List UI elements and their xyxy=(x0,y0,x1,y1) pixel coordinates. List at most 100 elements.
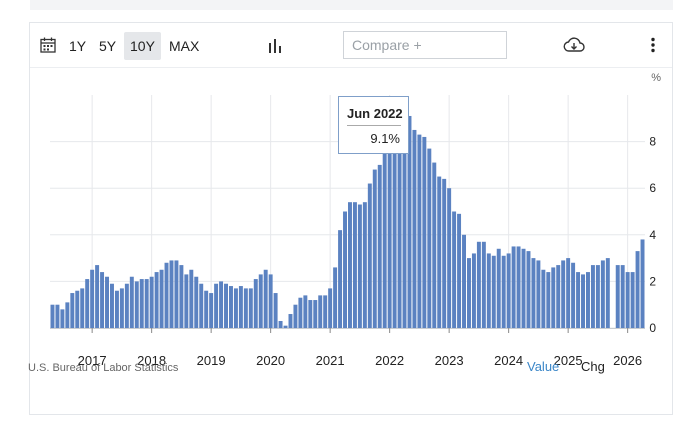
data-bar xyxy=(630,272,635,328)
data-bar xyxy=(367,183,372,328)
data-bar xyxy=(154,272,159,328)
data-bar xyxy=(491,255,496,328)
data-bar xyxy=(278,321,283,328)
data-bar xyxy=(258,274,263,328)
data-bar xyxy=(541,269,546,328)
range-1y-button[interactable]: 1Y xyxy=(69,38,87,54)
data-bar xyxy=(288,314,293,328)
data-bar xyxy=(640,239,645,328)
data-bar xyxy=(476,241,481,328)
data-bar xyxy=(452,211,457,328)
x-tick-label: 2023 xyxy=(435,353,464,368)
x-tick-label: 2022 xyxy=(375,353,404,368)
data-bar xyxy=(348,202,352,328)
chg-toggle[interactable]: Chg xyxy=(581,359,605,374)
data-bar xyxy=(427,148,432,328)
data-bar xyxy=(442,178,447,328)
data-bar xyxy=(298,297,303,328)
data-bar xyxy=(496,248,501,328)
x-tick-label: 2026 xyxy=(613,353,642,368)
data-bar xyxy=(263,269,268,328)
data-bar xyxy=(199,283,204,328)
x-tick-label: 2020 xyxy=(256,353,285,368)
data-bar xyxy=(214,283,219,328)
data-bar xyxy=(357,204,362,328)
data-bar xyxy=(50,304,55,328)
data-bar xyxy=(303,295,308,328)
data-bar xyxy=(571,262,576,328)
data-bar xyxy=(437,176,442,328)
data-bar xyxy=(511,246,516,328)
data-bar xyxy=(318,295,323,328)
tooltip-underline xyxy=(347,125,401,126)
toolbar-divider xyxy=(30,67,672,68)
data-bar xyxy=(397,134,402,328)
value-toggle[interactable]: Value xyxy=(527,359,560,374)
calendar-icon[interactable] xyxy=(40,37,56,53)
data-bar xyxy=(620,265,625,328)
data-bar xyxy=(179,265,184,328)
data-bar xyxy=(486,253,491,328)
data-bar xyxy=(605,258,610,328)
data-bar xyxy=(105,276,109,328)
more-vertical-icon[interactable] xyxy=(650,37,656,53)
data-bar xyxy=(204,290,209,328)
data-bar xyxy=(447,188,452,328)
data-bar xyxy=(432,162,437,328)
range-5y-button[interactable]: 5Y xyxy=(99,38,117,54)
y-unit-label: % xyxy=(651,72,661,84)
data-bar xyxy=(209,293,214,328)
data-bar xyxy=(313,300,318,328)
data-bar xyxy=(352,202,357,328)
data-bar xyxy=(422,136,427,328)
data-bar xyxy=(576,272,581,328)
data-bar xyxy=(243,288,248,328)
data-bar xyxy=(114,290,119,328)
chart-tooltip: Jun 2022 9.1% xyxy=(338,96,409,154)
data-bar xyxy=(467,258,471,328)
data-bar xyxy=(194,276,199,328)
data-bar xyxy=(382,153,387,328)
data-bar xyxy=(174,260,179,328)
range-10y-button[interactable]: 10Y xyxy=(124,32,161,60)
source-label: U.S. Bureau of Labor Statistics xyxy=(28,362,179,374)
data-bar xyxy=(625,272,630,328)
data-bar xyxy=(333,267,338,328)
data-bar xyxy=(248,288,253,328)
data-bar xyxy=(95,265,100,328)
data-bar xyxy=(402,127,407,329)
data-bar xyxy=(219,281,224,328)
data-bar xyxy=(60,309,65,328)
y-tick-label: 6 xyxy=(649,181,656,195)
x-tick-label: 2024 xyxy=(494,353,523,368)
compare-input[interactable] xyxy=(344,32,502,58)
data-bar xyxy=(343,211,347,328)
data-bar xyxy=(75,290,80,328)
data-bar xyxy=(169,260,174,328)
data-bar xyxy=(481,241,486,328)
data-bar xyxy=(164,262,169,328)
data-bar xyxy=(283,325,288,328)
tooltip-date: Jun 2022 xyxy=(347,106,403,121)
data-bar xyxy=(55,304,60,328)
data-bar xyxy=(516,246,521,328)
data-bar xyxy=(526,251,531,328)
data-bar xyxy=(268,274,273,328)
x-tick-label: 2017 xyxy=(78,353,107,368)
data-bar xyxy=(85,279,90,328)
data-bar xyxy=(129,276,134,328)
data-bar xyxy=(110,283,114,328)
data-bar xyxy=(273,293,278,328)
data-bar xyxy=(615,265,620,328)
bar-chart-icon[interactable] xyxy=(268,39,282,53)
data-bar xyxy=(100,272,105,328)
data-bar xyxy=(159,269,164,328)
compare-field[interactable] xyxy=(343,31,507,59)
y-tick-label: 4 xyxy=(649,228,656,242)
data-bar xyxy=(238,286,243,328)
data-bar xyxy=(471,253,476,328)
download-icon[interactable] xyxy=(563,37,585,53)
range-max-button[interactable]: MAX xyxy=(169,38,200,54)
data-bar xyxy=(323,295,328,328)
data-bar xyxy=(521,248,526,328)
